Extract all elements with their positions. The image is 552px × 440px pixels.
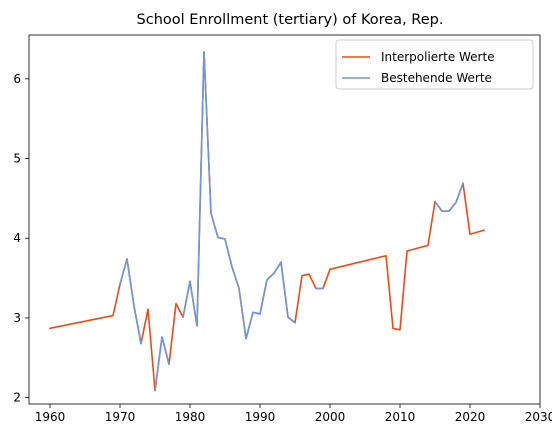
- series-line-bestehende-werte-segment-3: [182, 50, 297, 340]
- y-tick-label: 3: [13, 311, 21, 325]
- series-line-bestehende-werte-segment-5: [433, 182, 465, 212]
- y-tick-label: 5: [13, 152, 21, 166]
- x-tick-label: 1960: [35, 410, 66, 424]
- legend-box: [335, 39, 534, 90]
- x-tick-label: 2030: [525, 410, 552, 424]
- legend-label-1: Interpolierte Werte: [381, 50, 495, 64]
- x-tick-label: 2020: [455, 410, 486, 424]
- series-line-bestehende-werte-segment-1: [119, 258, 142, 345]
- x-tick-label: 1970: [105, 410, 136, 424]
- legend: Interpolierte Werte Bestehende Werte: [335, 39, 534, 90]
- x-tick-label: 1990: [245, 410, 276, 424]
- y-tick-label: 2: [13, 391, 21, 405]
- y-tick-label: 4: [13, 231, 21, 245]
- chart-title: School Enrollment (tertiary) of Korea, R…: [137, 12, 444, 28]
- legend-label-2: Bestehende Werte: [381, 71, 492, 85]
- x-tick-label: 2000: [315, 410, 346, 424]
- y-tick-label: 6: [13, 72, 21, 86]
- series-line-interpolierte-werte: [49, 50, 485, 392]
- plot-area: [49, 50, 485, 392]
- axes-frame: [28, 34, 541, 405]
- series-line-bestehende-werte-segment-2: [154, 336, 170, 392]
- x-tick-label: 2010: [385, 410, 416, 424]
- axes: 1960 1970 1980 1990 2000 2010 2020 2030 2 3 4 5 6: [13, 34, 552, 424]
- x-tick-label: 1980: [175, 410, 206, 424]
